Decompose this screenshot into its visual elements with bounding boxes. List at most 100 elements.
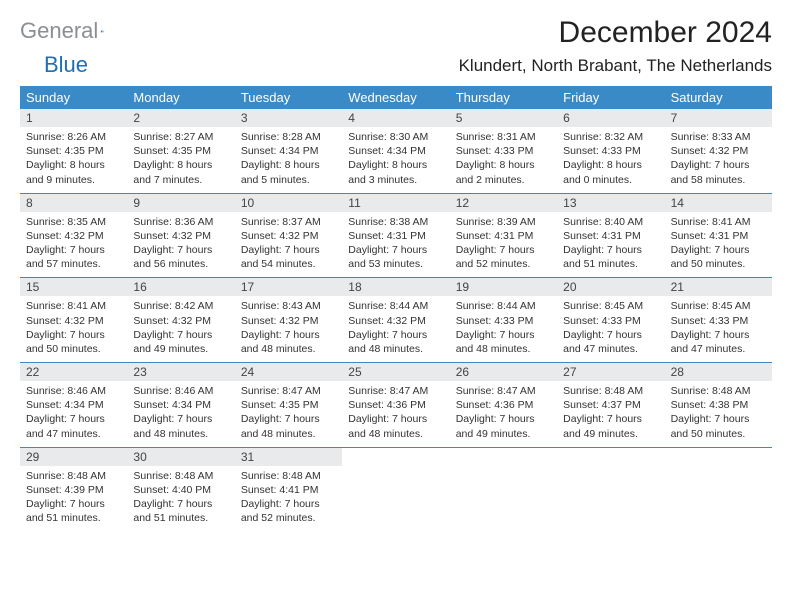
sunset-text: Sunset: 4:31 PM — [456, 229, 551, 243]
day-cell — [557, 448, 664, 532]
day-number: 3 — [235, 109, 342, 127]
daylight-text: Daylight: 7 hours and 57 minutes. — [26, 243, 121, 271]
day-info: Sunrise: 8:39 AMSunset: 4:31 PMDaylight:… — [450, 212, 557, 278]
daylight-text: Daylight: 7 hours and 48 minutes. — [348, 328, 443, 356]
day-cell: 15Sunrise: 8:41 AMSunset: 4:32 PMDayligh… — [20, 278, 127, 362]
day-info: Sunrise: 8:37 AMSunset: 4:32 PMDaylight:… — [235, 212, 342, 278]
sunrise-text: Sunrise: 8:41 AM — [671, 215, 766, 229]
day-info: Sunrise: 8:40 AMSunset: 4:31 PMDaylight:… — [557, 212, 664, 278]
daylight-text: Daylight: 7 hours and 53 minutes. — [348, 243, 443, 271]
sunrise-text: Sunrise: 8:48 AM — [563, 384, 658, 398]
day-number: 20 — [557, 278, 664, 296]
day-cell: 22Sunrise: 8:46 AMSunset: 4:34 PMDayligh… — [20, 363, 127, 447]
logo-text-gray: General — [20, 20, 98, 42]
sunrise-text: Sunrise: 8:30 AM — [348, 130, 443, 144]
day-cell: 31Sunrise: 8:48 AMSunset: 4:41 PMDayligh… — [235, 448, 342, 532]
day-info: Sunrise: 8:28 AMSunset: 4:34 PMDaylight:… — [235, 127, 342, 193]
day-header-tuesday: Tuesday — [235, 86, 342, 109]
sunrise-text: Sunrise: 8:44 AM — [348, 299, 443, 313]
sunset-text: Sunset: 4:32 PM — [348, 314, 443, 328]
daylight-text: Daylight: 7 hours and 54 minutes. — [241, 243, 336, 271]
sunset-text: Sunset: 4:34 PM — [241, 144, 336, 158]
sunrise-text: Sunrise: 8:45 AM — [671, 299, 766, 313]
day-number: 22 — [20, 363, 127, 381]
sunset-text: Sunset: 4:39 PM — [26, 483, 121, 497]
day-info: Sunrise: 8:35 AMSunset: 4:32 PMDaylight:… — [20, 212, 127, 278]
sunset-text: Sunset: 4:40 PM — [133, 483, 228, 497]
weeks-container: 1Sunrise: 8:26 AMSunset: 4:35 PMDaylight… — [20, 109, 772, 531]
day-cell: 9Sunrise: 8:36 AMSunset: 4:32 PMDaylight… — [127, 194, 234, 278]
sunrise-text: Sunrise: 8:48 AM — [26, 469, 121, 483]
day-header-friday: Friday — [557, 86, 664, 109]
day-info: Sunrise: 8:48 AMSunset: 4:39 PMDaylight:… — [20, 466, 127, 532]
day-info: Sunrise: 8:48 AMSunset: 4:41 PMDaylight:… — [235, 466, 342, 532]
day-info: Sunrise: 8:27 AMSunset: 4:35 PMDaylight:… — [127, 127, 234, 193]
sunset-text: Sunset: 4:35 PM — [133, 144, 228, 158]
sunrise-text: Sunrise: 8:40 AM — [563, 215, 658, 229]
day-info: Sunrise: 8:43 AMSunset: 4:32 PMDaylight:… — [235, 296, 342, 362]
daylight-text: Daylight: 7 hours and 50 minutes. — [671, 243, 766, 271]
day-info: Sunrise: 8:44 AMSunset: 4:32 PMDaylight:… — [342, 296, 449, 362]
day-number: 7 — [665, 109, 772, 127]
day-number: 15 — [20, 278, 127, 296]
sunrise-text: Sunrise: 8:37 AM — [241, 215, 336, 229]
day-number: 31 — [235, 448, 342, 466]
day-cell: 16Sunrise: 8:42 AMSunset: 4:32 PMDayligh… — [127, 278, 234, 362]
sunrise-text: Sunrise: 8:31 AM — [456, 130, 551, 144]
day-info: Sunrise: 8:31 AMSunset: 4:33 PMDaylight:… — [450, 127, 557, 193]
day-header-thursday: Thursday — [450, 86, 557, 109]
day-info: Sunrise: 8:46 AMSunset: 4:34 PMDaylight:… — [127, 381, 234, 447]
day-info: Sunrise: 8:38 AMSunset: 4:31 PMDaylight:… — [342, 212, 449, 278]
day-number: 23 — [127, 363, 234, 381]
daylight-text: Daylight: 7 hours and 56 minutes. — [133, 243, 228, 271]
daylight-text: Daylight: 8 hours and 2 minutes. — [456, 158, 551, 186]
sunrise-text: Sunrise: 8:48 AM — [241, 469, 336, 483]
sunset-text: Sunset: 4:32 PM — [241, 229, 336, 243]
day-header-monday: Monday — [127, 86, 234, 109]
day-cell: 17Sunrise: 8:43 AMSunset: 4:32 PMDayligh… — [235, 278, 342, 362]
sunrise-text: Sunrise: 8:42 AM — [133, 299, 228, 313]
day-info: Sunrise: 8:26 AMSunset: 4:35 PMDaylight:… — [20, 127, 127, 193]
day-number: 2 — [127, 109, 234, 127]
sunrise-text: Sunrise: 8:41 AM — [26, 299, 121, 313]
daylight-text: Daylight: 7 hours and 49 minutes. — [133, 328, 228, 356]
sunset-text: Sunset: 4:34 PM — [26, 398, 121, 412]
sunset-text: Sunset: 4:32 PM — [133, 229, 228, 243]
daylight-text: Daylight: 7 hours and 47 minutes. — [671, 328, 766, 356]
sunset-text: Sunset: 4:36 PM — [348, 398, 443, 412]
day-number: 30 — [127, 448, 234, 466]
day-number: 29 — [20, 448, 127, 466]
day-cell: 20Sunrise: 8:45 AMSunset: 4:33 PMDayligh… — [557, 278, 664, 362]
daylight-text: Daylight: 7 hours and 48 minutes. — [133, 412, 228, 440]
sunset-text: Sunset: 4:33 PM — [456, 144, 551, 158]
sunset-text: Sunset: 4:33 PM — [671, 314, 766, 328]
daylight-text: Daylight: 7 hours and 48 minutes. — [348, 412, 443, 440]
day-number: 10 — [235, 194, 342, 212]
day-number: 11 — [342, 194, 449, 212]
day-info: Sunrise: 8:47 AMSunset: 4:35 PMDaylight:… — [235, 381, 342, 447]
sunrise-text: Sunrise: 8:26 AM — [26, 130, 121, 144]
sunset-text: Sunset: 4:31 PM — [563, 229, 658, 243]
day-info: Sunrise: 8:48 AMSunset: 4:40 PMDaylight:… — [127, 466, 234, 532]
day-cell: 13Sunrise: 8:40 AMSunset: 4:31 PMDayligh… — [557, 194, 664, 278]
day-info: Sunrise: 8:42 AMSunset: 4:32 PMDaylight:… — [127, 296, 234, 362]
day-cell: 2Sunrise: 8:27 AMSunset: 4:35 PMDaylight… — [127, 109, 234, 193]
day-info: Sunrise: 8:47 AMSunset: 4:36 PMDaylight:… — [342, 381, 449, 447]
day-cell: 19Sunrise: 8:44 AMSunset: 4:33 PMDayligh… — [450, 278, 557, 362]
daylight-text: Daylight: 7 hours and 48 minutes. — [241, 412, 336, 440]
day-info: Sunrise: 8:45 AMSunset: 4:33 PMDaylight:… — [557, 296, 664, 362]
sunrise-text: Sunrise: 8:46 AM — [133, 384, 228, 398]
day-cell: 5Sunrise: 8:31 AMSunset: 4:33 PMDaylight… — [450, 109, 557, 193]
daylight-text: Daylight: 7 hours and 47 minutes. — [26, 412, 121, 440]
day-cell — [665, 448, 772, 532]
sunrise-text: Sunrise: 8:39 AM — [456, 215, 551, 229]
sunset-text: Sunset: 4:32 PM — [133, 314, 228, 328]
day-cell: 24Sunrise: 8:47 AMSunset: 4:35 PMDayligh… — [235, 363, 342, 447]
daylight-text: Daylight: 7 hours and 49 minutes. — [456, 412, 551, 440]
day-cell: 14Sunrise: 8:41 AMSunset: 4:31 PMDayligh… — [665, 194, 772, 278]
day-cell: 3Sunrise: 8:28 AMSunset: 4:34 PMDaylight… — [235, 109, 342, 193]
sunrise-text: Sunrise: 8:47 AM — [348, 384, 443, 398]
day-info: Sunrise: 8:36 AMSunset: 4:32 PMDaylight:… — [127, 212, 234, 278]
day-info: Sunrise: 8:41 AMSunset: 4:32 PMDaylight:… — [20, 296, 127, 362]
day-number: 14 — [665, 194, 772, 212]
